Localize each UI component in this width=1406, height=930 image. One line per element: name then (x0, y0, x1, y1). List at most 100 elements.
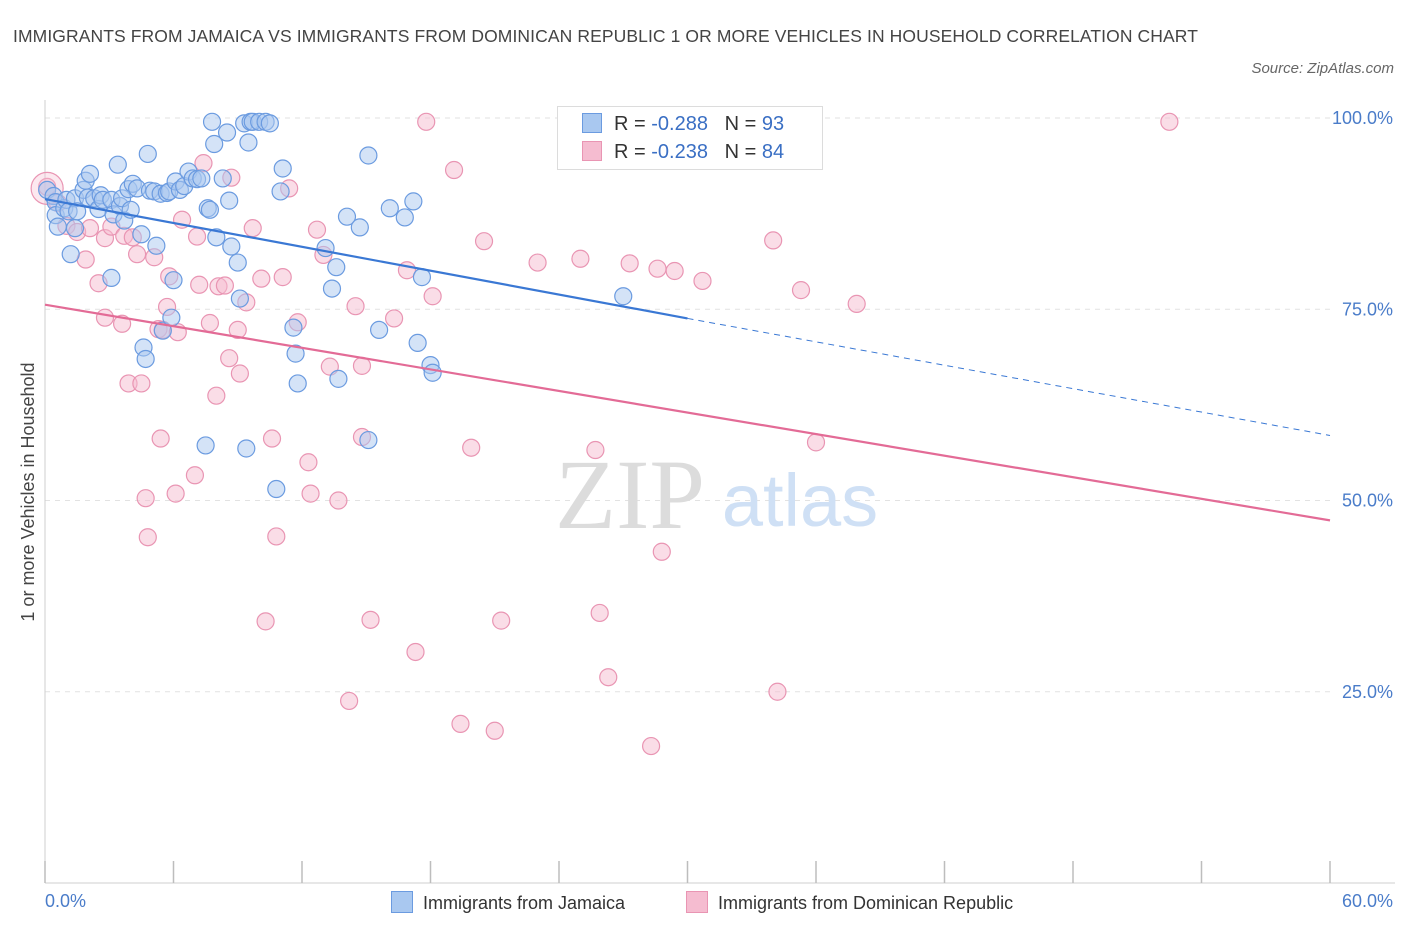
dominican-point (423, 287, 442, 306)
jamaica-point (196, 436, 215, 455)
jamaica-point (207, 228, 226, 247)
jamaica-point (408, 333, 427, 353)
jamaica-point (228, 253, 247, 272)
dominican-point (301, 484, 320, 503)
jamaica-point (205, 134, 224, 154)
dominican-point (243, 219, 262, 238)
dominican-point (151, 429, 170, 448)
dominican-point (528, 253, 547, 272)
jamaica-point (192, 169, 211, 188)
y-tick-label: 75.0% (1342, 299, 1393, 319)
watermark-atlas: atlas (722, 459, 878, 542)
jamaica-point (217, 123, 237, 142)
legend-item-dominican[interactable]: Immigrants from Dominican Republic (686, 888, 1013, 918)
jamaica-point (239, 133, 258, 152)
dominican-point (1160, 112, 1179, 131)
dominican-point (329, 491, 348, 510)
jamaica-point (395, 208, 414, 227)
dominican-point (571, 249, 590, 268)
stats-row-dominican: R = -0.238 N = 84 (582, 138, 784, 166)
jamaica-point (108, 155, 127, 174)
n-value-dominican: 84 (761, 141, 785, 163)
r-value-jamaica: -0.288 (651, 113, 708, 135)
jamaica-point (102, 268, 121, 287)
dominican-point (228, 320, 247, 340)
dominican-point (648, 259, 667, 278)
jamaica-point (404, 192, 423, 211)
dominican-point (791, 281, 811, 300)
dominican-point (166, 484, 185, 503)
jamaica-point (48, 217, 67, 236)
dominican-point (462, 438, 481, 457)
dominican-point (340, 691, 359, 711)
dominican-point (185, 466, 205, 485)
jamaica-point (350, 218, 369, 237)
jamaica-point (327, 258, 346, 277)
dominican-point (136, 489, 155, 508)
jamaica-point (273, 159, 292, 178)
dominican-point (127, 245, 147, 264)
jamaica-point (162, 308, 181, 327)
jamaica-point (222, 237, 241, 256)
jamaica-point (316, 238, 335, 258)
dominican-point (207, 386, 226, 405)
jamaica-point (61, 245, 80, 264)
dominican-point (267, 527, 286, 546)
jamaica-point (284, 318, 303, 337)
watermark-zip: ZIP (555, 439, 705, 550)
dominican-point (665, 261, 684, 281)
dominican-point (200, 313, 220, 333)
dominican-point (417, 112, 436, 131)
dominican-point (847, 294, 866, 313)
dominican-point (230, 364, 249, 383)
dominican-point (138, 528, 157, 547)
jamaica-point (322, 279, 342, 298)
jamaica-point (271, 182, 290, 201)
dominican-point (806, 433, 826, 452)
dominican-point (768, 682, 787, 701)
jamaica-point (132, 225, 151, 244)
r-value-dominican: -0.238 (651, 141, 708, 163)
dominican-point (599, 668, 618, 687)
dominican-point (256, 612, 275, 631)
y-tick-label: 50.0% (1342, 491, 1393, 511)
dominican-point (187, 227, 207, 246)
dominican-point (590, 603, 609, 623)
dominican-point (444, 160, 464, 180)
dominican-point (406, 642, 425, 662)
dominican-point (384, 309, 404, 328)
tick-labels: 100.0% 75.0% 50.0% 25.0% 0.0% 60.0% (45, 108, 1393, 911)
dominican-point (641, 736, 661, 756)
dominican-point (307, 220, 327, 239)
jamaica-point (202, 112, 222, 131)
dominican-point (262, 429, 282, 448)
jamaica-point (359, 146, 378, 165)
jamaica-point (237, 439, 256, 458)
dominican-point (194, 154, 213, 173)
dominican-point (112, 314, 132, 333)
legend-label-dominican: Immigrants from Dominican Republic (718, 893, 1014, 913)
dominican-point (132, 374, 151, 393)
dominican-point (220, 349, 239, 368)
x-tick-label-max: 60.0% (1342, 891, 1393, 911)
grid-lines (45, 117, 1330, 693)
axes (44, 100, 1395, 884)
dominican-point (95, 308, 115, 327)
dominican-trend-line (44, 303, 1331, 522)
dominican-point (451, 714, 470, 733)
jamaica-point (65, 219, 85, 238)
jamaica-point (288, 374, 307, 393)
jamaica-point (164, 271, 183, 290)
dominican-point (273, 268, 292, 287)
watermark: ZIP atlas (555, 439, 878, 550)
y-tick-label: 25.0% (1342, 682, 1393, 702)
dominican-swatch (582, 141, 602, 161)
dominican-point (764, 231, 783, 250)
jamaica-swatch (582, 113, 602, 133)
jamaica-point (337, 207, 357, 226)
legend-swatch-dominican (686, 891, 708, 913)
jamaica-point (267, 479, 286, 499)
jamaica-point (80, 164, 100, 183)
jamaica-point (370, 320, 389, 340)
legend-item-jamaica[interactable]: Immigrants from Jamaica (391, 888, 625, 918)
